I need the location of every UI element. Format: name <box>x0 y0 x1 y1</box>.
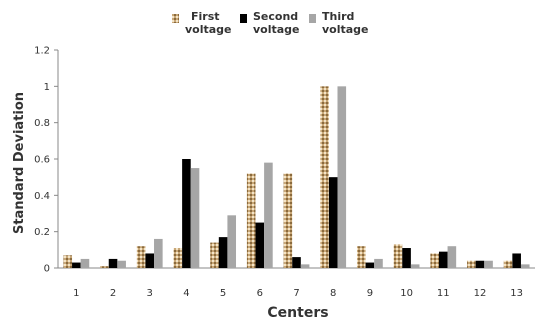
bar-series-1-center-5 <box>210 242 219 268</box>
bar-series-2-center-3 <box>145 253 155 268</box>
y-tick-label: 0 <box>44 264 50 275</box>
y-axis-title: Standard Deviation <box>12 92 27 234</box>
bar-series-2-center-9 <box>365 262 375 268</box>
bar-series-3-center-1 <box>80 258 90 268</box>
y-tick-label: 1 <box>44 82 50 93</box>
bar-series-1-center-3 <box>136 246 146 268</box>
bar-series-1-center-13 <box>503 260 513 268</box>
bar-series-2-center-5 <box>218 237 228 268</box>
legend-swatch-3 <box>309 14 316 23</box>
x-tick-label: 10 <box>400 288 413 299</box>
bar-series-2-center-13 <box>512 253 521 268</box>
bar-series-1-center-7 <box>283 173 293 268</box>
x-tick-label: 4 <box>183 288 189 299</box>
x-tick-label: 8 <box>330 288 336 299</box>
bar-series-1-center-9 <box>356 246 366 268</box>
bar-series-3-center-5 <box>227 215 237 268</box>
bar-series-1-center-11 <box>430 253 439 268</box>
legend-swatch-1 <box>172 14 179 23</box>
bar-series-3-center-10 <box>410 264 420 268</box>
bar-series-3-center-9 <box>374 258 383 268</box>
bar-series-1-center-1 <box>63 255 73 268</box>
y-tick-label: 0.2 <box>34 227 50 238</box>
bar-series-2-center-10 <box>402 248 411 268</box>
x-tick-label: 12 <box>474 288 487 299</box>
x-tick-label: 11 <box>437 288 450 299</box>
bar-series-1-center-2 <box>100 266 109 268</box>
bar-series-2-center-8 <box>328 177 338 268</box>
legend-label-1: First voltage <box>185 10 232 36</box>
bar-series-2-center-4 <box>182 159 191 268</box>
x-tick-label: 6 <box>257 288 263 299</box>
y-tick-label: 0.6 <box>34 155 50 166</box>
bar-series-2-center-2 <box>108 258 118 268</box>
bar-series-3-center-8 <box>337 86 347 268</box>
bar-series-1-center-10 <box>393 244 403 268</box>
bar-series-3-center-6 <box>264 162 273 268</box>
legend: First voltage Second voltage Third voltage <box>172 10 369 36</box>
x-tick-label: 2 <box>110 288 116 299</box>
y-tick-label: 0.4 <box>34 191 50 202</box>
bar-series-3-center-12 <box>484 260 493 268</box>
legend-swatch-2 <box>240 14 247 23</box>
bar-series-3-center-2 <box>117 260 126 268</box>
bar-series-1-center-4 <box>173 248 183 268</box>
bar-series-3-center-3 <box>154 238 163 268</box>
bar-series-2-center-6 <box>255 222 265 268</box>
x-tick-label: 5 <box>220 288 226 299</box>
bar-series-3-center-7 <box>300 264 310 268</box>
bar-series-2-center-7 <box>292 257 301 268</box>
bar-series-3-center-13 <box>520 264 530 268</box>
bar-series-1-center-8 <box>320 86 329 268</box>
x-tick-label: 1 <box>73 288 79 299</box>
bar-series-3-center-4 <box>190 168 200 268</box>
bar-series-2-center-11 <box>438 251 448 268</box>
bar-series-1-center-6 <box>246 173 256 268</box>
bar-series-2-center-12 <box>475 260 485 268</box>
y-axis: 0 0.2 0.4 0.6 0.8 1 1.2 <box>34 46 59 275</box>
legend-label-2: Second voltage <box>253 10 300 36</box>
x-axis: 1 2 3 4 5 6 7 8 9 10 11 12 13 <box>58 267 535 299</box>
bars <box>63 86 530 268</box>
x-tick-label: 9 <box>367 288 373 299</box>
bar-series-3-center-11 <box>447 246 457 268</box>
x-tick-label: 7 <box>293 288 299 299</box>
bar-series-2-center-1 <box>72 262 81 268</box>
x-axis-title: Centers <box>267 305 328 321</box>
x-tick-label: 13 <box>510 288 523 299</box>
x-tick-label: 3 <box>147 288 153 299</box>
legend-label-3: Third voltage <box>322 10 369 36</box>
y-tick-label: 1.2 <box>34 46 50 57</box>
bar-series-1-center-12 <box>467 260 476 268</box>
y-tick-label: 0.8 <box>34 118 50 129</box>
